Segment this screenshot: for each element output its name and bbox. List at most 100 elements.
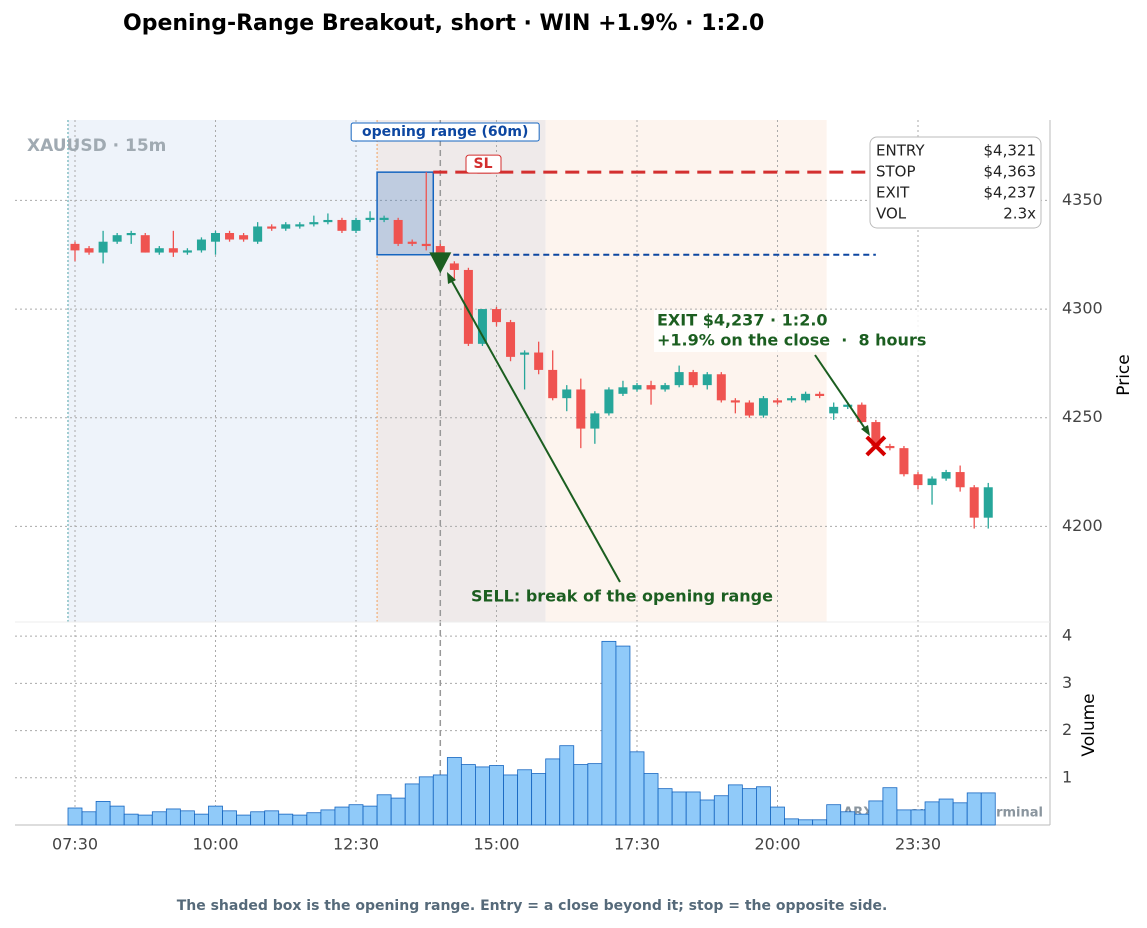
volume-bar <box>194 813 209 826</box>
candle-body <box>674 372 684 386</box>
candle-body <box>407 241 417 244</box>
info-value: $4,363 <box>984 163 1037 181</box>
volume-bar <box>952 802 968 826</box>
volume-bar <box>798 819 813 826</box>
candle-body <box>337 219 347 231</box>
candle-body <box>98 241 108 253</box>
volume-bar <box>320 809 336 826</box>
volume-bar <box>685 791 701 826</box>
candle-body <box>969 487 979 518</box>
arrow <box>448 275 621 583</box>
range-label-box <box>350 122 540 142</box>
volume-bar <box>348 804 364 826</box>
volume-bar <box>784 818 799 826</box>
y-axis-label: Volume <box>1079 693 1099 756</box>
volume-bar <box>742 788 757 826</box>
volume-bar <box>109 805 125 826</box>
annotation: EXIT $4,237 · 1:2.0 <box>657 311 828 330</box>
y-tick-label: 4350 <box>1062 190 1103 209</box>
volume-bar <box>362 805 378 826</box>
volume-bar <box>615 645 631 826</box>
candle-body <box>899 448 909 475</box>
candle-body <box>295 224 305 227</box>
volume-bar <box>334 806 350 826</box>
candle-body <box>421 243 431 247</box>
candle-body <box>84 248 94 253</box>
candle-body <box>449 263 459 270</box>
volume-bar <box>404 783 420 826</box>
volume-bar <box>67 807 83 826</box>
annotation: +1.9% on the close · 8 hours <box>657 331 926 350</box>
volume-bar <box>208 805 223 826</box>
stop-label: SL <box>473 156 492 172</box>
volume-bar <box>81 811 97 826</box>
opening-range-box <box>376 171 435 256</box>
info-value: $4,321 <box>984 142 1037 160</box>
candle-body <box>885 445 895 449</box>
candle-body <box>477 309 487 344</box>
volume-bar <box>657 788 673 826</box>
volume-bar <box>756 786 771 826</box>
candle-body <box>492 309 501 323</box>
volume-bar <box>699 799 715 826</box>
candle-body <box>941 472 951 479</box>
x-tick-label: 23:30 <box>895 835 941 854</box>
candle-body <box>534 352 544 370</box>
volume-bar <box>531 773 547 826</box>
arrow <box>814 354 867 431</box>
candle-body <box>182 250 192 253</box>
candle-body <box>702 374 712 386</box>
volume-bar <box>123 813 139 826</box>
volume-bar <box>573 764 589 826</box>
candle-body <box>168 248 178 253</box>
candle-body <box>253 226 263 242</box>
info-key: EXIT <box>876 184 910 202</box>
info-key: STOP <box>876 163 916 181</box>
entry-marker <box>429 252 452 274</box>
candle-body <box>618 387 628 394</box>
info-key: VOL <box>876 205 907 223</box>
candle-body <box>196 239 206 251</box>
candle-body <box>955 472 965 488</box>
volume-bar <box>418 776 434 826</box>
candle-body <box>463 269 473 344</box>
volume-bar <box>432 774 448 826</box>
candle-body <box>112 235 122 242</box>
volume-bar <box>137 814 153 826</box>
candle-body <box>309 222 319 225</box>
info-value: $4,237 <box>984 184 1037 202</box>
volume-bar <box>250 811 266 826</box>
candle-body <box>140 235 150 253</box>
stop-label-box <box>465 154 502 174</box>
volume-bar <box>503 774 518 826</box>
y-tick-label: 4 <box>1062 626 1072 645</box>
candle-body <box>562 389 572 399</box>
volume-bar <box>643 773 659 826</box>
info-value: 2.3x <box>1003 205 1036 223</box>
candle-body <box>211 233 220 242</box>
y-tick-label: 4250 <box>1062 407 1103 426</box>
chart-title: Opening-Range Breakout, short · WIN +1.9… <box>123 11 764 36</box>
volume-bar <box>727 784 743 826</box>
volume-bar <box>713 795 729 826</box>
candle-body <box>506 322 516 357</box>
volume-bar <box>629 751 645 826</box>
y-axis-label: Price <box>1114 354 1134 395</box>
candle-body <box>716 374 726 401</box>
y-tick-label: 3 <box>1062 673 1072 692</box>
candle-body <box>351 219 361 231</box>
volume-bar <box>938 798 954 826</box>
volume-bar <box>770 806 785 826</box>
candle-body <box>983 487 993 518</box>
volume-bar <box>306 812 322 826</box>
candle-body <box>730 400 740 403</box>
candle-body <box>126 233 136 236</box>
volume-bar <box>222 810 237 826</box>
candle-body <box>281 224 291 229</box>
info-rows: ENTRY $4,321 STOP $4,363 EXIT $4,237 VOL 2.3x <box>876 142 1036 223</box>
volume-bar <box>882 787 898 826</box>
candle-body <box>913 474 923 486</box>
volume-bar <box>868 800 884 826</box>
marks: 1 2 3 4 07:30 10:00 12:30 15:00 17:30 20:00 23:30 4… <box>52 122 1103 854</box>
